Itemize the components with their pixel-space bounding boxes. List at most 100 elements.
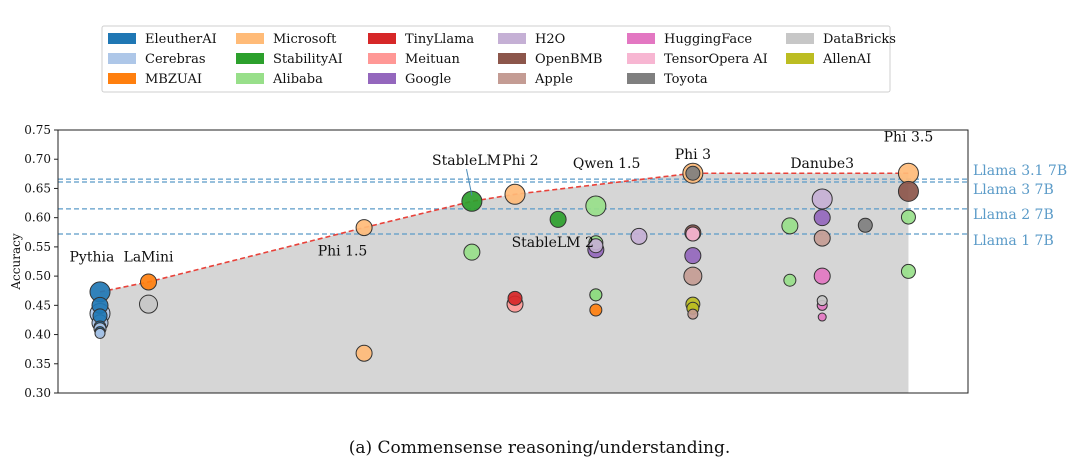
data-point	[94, 327, 106, 339]
data-point	[685, 165, 701, 181]
annotation-label: LaMini	[124, 250, 174, 266]
scatter-chart: EleutherAI Cerebras MBZUAI Microsoft Stabili…	[9, 25, 1067, 400]
annotation-label: Phi 2	[502, 153, 538, 169]
data-point	[463, 243, 481, 261]
data-point	[355, 344, 373, 362]
legend-label: DataBricks	[823, 32, 896, 47]
legend-label: Apple	[534, 72, 573, 87]
legend-swatch	[108, 73, 136, 84]
data-point	[461, 190, 483, 212]
data-point	[684, 247, 702, 265]
axes-frame	[57, 129, 969, 394]
y-tick-label: 0.65	[24, 181, 51, 195]
legend-label: Microsoft	[273, 32, 337, 47]
data-point	[685, 226, 701, 242]
y-tick-label: 0.50	[24, 269, 51, 283]
legend-label: Meituan	[405, 52, 461, 67]
y-tick-label: 0.45	[24, 298, 51, 312]
annotation-label: Pythia	[70, 250, 115, 266]
annotation-label: StableLM	[432, 153, 501, 169]
legend-label: AllenAI	[822, 52, 871, 67]
data-point	[900, 209, 916, 225]
y-tick-label: 0.40	[24, 328, 51, 342]
legend-label: TensorOpera AI	[664, 52, 768, 67]
reference-label: Llama 1 7B	[973, 233, 1054, 249]
legend-swatch	[498, 33, 526, 44]
legend-swatch	[236, 33, 264, 44]
data-point	[589, 303, 603, 317]
legend-swatch	[368, 33, 396, 44]
data-point	[683, 266, 703, 286]
y-tick-label: 0.30	[24, 386, 51, 400]
y-tick-label: 0.60	[24, 211, 51, 225]
legend: EleutherAI Cerebras MBZUAI Microsoft Stabili…	[101, 25, 896, 93]
y-tick-label: 0.55	[24, 240, 51, 254]
annotation-pointer	[466, 169, 473, 196]
data-point	[897, 162, 919, 184]
legend-swatch	[786, 33, 814, 44]
data-point	[781, 217, 799, 235]
legend-label: Alibaba	[272, 72, 323, 87]
legend-swatch	[786, 53, 814, 64]
data-point	[813, 209, 831, 227]
data-point	[816, 295, 828, 307]
data-point	[585, 195, 607, 217]
plot-area: Llama 3.1 7B Llama 3 7B Llama 2 7B Llama 1 …	[9, 123, 1067, 400]
data-point	[630, 227, 648, 245]
data-point	[687, 308, 699, 320]
data-point	[139, 294, 159, 314]
data-point	[507, 290, 523, 306]
data-point	[900, 263, 916, 279]
legend-swatch	[368, 53, 396, 64]
data-point	[588, 238, 604, 254]
legend-label: OpenBMB	[535, 52, 602, 67]
reference-label: Llama 3 7B	[973, 182, 1054, 198]
legend-swatch	[236, 73, 264, 84]
annotation-label: Phi 3.5	[884, 130, 934, 146]
data-point	[140, 273, 158, 291]
legend-swatch	[498, 73, 526, 84]
legend-swatch	[108, 33, 136, 44]
legend-frame	[101, 25, 891, 93]
figure-caption: (a) Commensense reasoning/understanding.	[348, 438, 731, 458]
legend-label: Google	[405, 72, 452, 87]
legend-swatch	[627, 53, 655, 64]
data-point	[897, 180, 919, 202]
y-axis-label: Accuracy	[9, 233, 23, 290]
data-point	[783, 273, 797, 287]
legend-label: Toyota	[664, 72, 708, 87]
data-point	[857, 217, 873, 233]
legend-swatch	[627, 33, 655, 44]
legend-label: HuggingFace	[664, 32, 752, 47]
y-tick-label: 0.35	[24, 357, 51, 371]
reference-label: Llama 3.1 7B	[973, 163, 1067, 179]
annotation-label: Qwen 1.5	[573, 156, 640, 172]
data-point	[811, 188, 833, 210]
data-point	[813, 267, 831, 285]
legend-label: EleutherAI	[145, 32, 217, 47]
legend-label: H2O	[535, 32, 565, 47]
annotation-label: Phi 3	[675, 147, 711, 163]
legend-label: TinyLlama	[405, 32, 474, 47]
data-point	[817, 312, 827, 322]
y-tick-label: 0.70	[24, 152, 51, 166]
data-point	[355, 219, 373, 237]
reference-label: Llama 2 7B	[973, 207, 1054, 223]
legend-swatch	[368, 73, 396, 84]
legend-label: MBZUAI	[145, 72, 202, 87]
legend-swatch	[108, 53, 136, 64]
data-point	[813, 229, 831, 247]
frontier-area	[100, 173, 909, 393]
annotation-label: Danube3	[790, 156, 854, 172]
annotation-label: Phi 1.5	[318, 244, 368, 260]
annotation-label: StableLM 2	[512, 235, 594, 251]
data-point	[549, 210, 567, 228]
legend-label: Cerebras	[145, 52, 206, 67]
legend-label: StabilityAI	[273, 52, 343, 67]
data-point	[504, 183, 526, 205]
legend-swatch	[627, 73, 655, 84]
data-point	[589, 288, 603, 302]
legend-swatch	[236, 53, 264, 64]
legend-swatch	[498, 53, 526, 64]
